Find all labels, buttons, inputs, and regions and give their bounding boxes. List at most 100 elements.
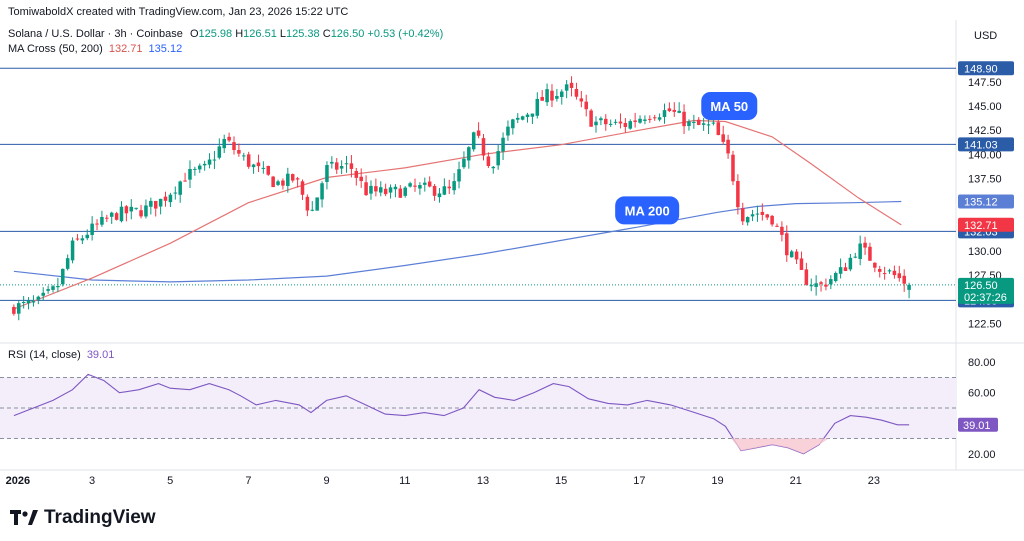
annotation-label: MA 50 [710,99,748,114]
candle-body [843,267,848,271]
candle-body [295,178,300,180]
candle-body [559,91,564,97]
ohlc-change: +0.53 (+0.42%) [367,28,444,40]
candle-body [520,116,525,120]
candle-body [511,119,515,129]
candle-body [271,176,275,188]
candle-body [555,95,559,99]
candle-body [706,124,711,126]
candle-body [256,162,261,167]
price-tag-countdown: 02:37:26 [964,292,1007,304]
rsi-legend-value: 39.01 [86,349,115,361]
time-tick-label: 3 [89,475,95,487]
rsi-tag [958,417,998,432]
candle-body [882,273,887,275]
candle-body [403,187,407,196]
candle-body [863,242,867,248]
candle-body [124,206,129,214]
candle-body [320,183,324,200]
candle-body [344,163,349,165]
candle-body [618,121,623,124]
candle-body [75,238,80,240]
candle-body [765,214,769,218]
candle-body [46,289,50,291]
annotation-label: MA 200 [625,203,670,218]
candle-body [667,108,672,112]
candle-body [330,161,334,164]
candle-body [158,198,163,207]
time-tick-label: 15 [555,475,567,487]
time-tick-label: 9 [324,475,330,487]
candle-body [16,303,21,314]
brand-name: TradingView [44,507,156,528]
symbol-name[interactable]: Solana / U.S. Dollar · 3h · Coinbase [8,28,183,40]
candle-body [359,176,363,182]
rsi-legend-label: RSI (14, close) [8,349,81,361]
candle-body [423,182,427,185]
time-tick-label: 21 [790,475,802,487]
candle-body [193,168,197,170]
ohlc-high: 126.51 [243,28,277,40]
candle-body [907,284,911,290]
candle-body [163,196,168,201]
chart-header: TomiwaboldX created with TradingView.com… [8,6,349,18]
candle-body [633,120,637,122]
candle-body [623,123,628,128]
candle-body [109,212,114,217]
time-tick-label: 2026 [6,475,30,487]
candle-body [775,225,779,227]
rsi-legend[interactable]: RSI (14, close) 39.01 [8,349,114,361]
candle-body [369,185,373,194]
ma-legend[interactable]: MA Cross (50, 200) 132.71 135.12 [8,43,182,55]
candle-body [129,206,134,212]
candle-body [481,138,486,156]
candle-body [877,269,882,272]
candle-body [564,84,569,91]
candle-body [785,233,789,256]
candle-body [829,279,833,285]
candle-body [736,181,740,208]
ma-legend-value-50: 132.71 [108,43,143,55]
candle-body [197,165,202,170]
annotations: MA 50 MA 200 [615,92,758,225]
annotation-bubble [615,196,680,225]
candle-body [100,216,104,225]
candle-body [809,285,814,287]
candle-body [657,117,662,120]
moving-averages [13,119,902,310]
candle-body [149,200,153,207]
candle-body [188,168,192,180]
candle-body [290,174,295,181]
candle-body [354,170,359,178]
candle-body [139,210,143,217]
candle-body [858,243,862,259]
candle-body [242,155,246,157]
candle-body [442,186,447,195]
price-tag-label: 135.12 [964,197,998,209]
candle-body [506,126,510,136]
candle-body [530,113,535,117]
rsi-tick-label: 80.00 [968,357,996,369]
candle-body [638,118,642,123]
candle-body [227,136,231,141]
ohlc-open-label: O [189,28,199,40]
candle-body [364,182,368,196]
tradingview-logo[interactable]: TradingView [10,507,156,532]
candle-body [692,121,696,123]
candle-body [178,181,182,195]
candle-body [545,89,549,103]
price-tick-label: 122.50 [968,319,1002,331]
level-tag-label: 148.90 [964,63,998,75]
candle-body [848,257,853,270]
candle-body [334,162,339,170]
candle-body [36,296,41,300]
price-tick-label: 147.50 [968,77,1002,89]
candle-body [202,163,207,166]
candle-body [608,123,613,125]
rsi-tag-label: 39.01 [963,420,991,432]
time-tick-label: 7 [245,475,251,487]
candle-body [721,134,725,142]
candle-body [80,238,85,241]
candle-body [643,119,647,121]
